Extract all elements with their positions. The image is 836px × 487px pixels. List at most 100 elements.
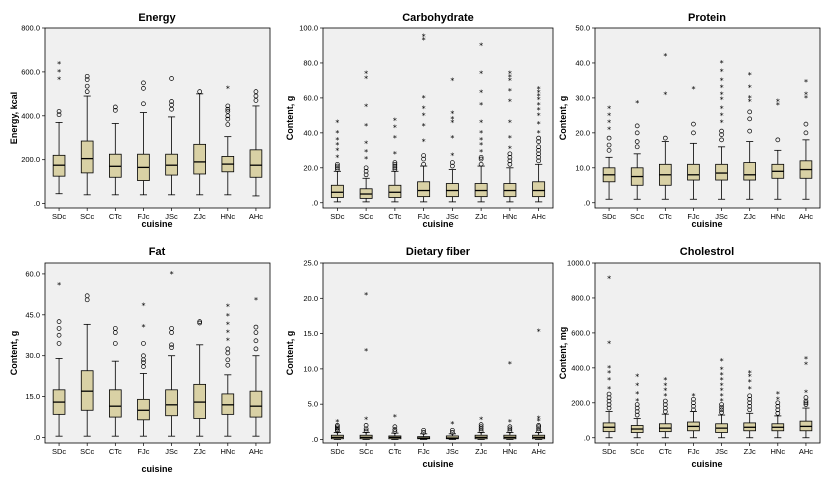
outlier-circle bbox=[450, 160, 455, 165]
outlier-circle bbox=[141, 353, 146, 359]
outlier-star: * bbox=[479, 41, 483, 50]
outlier-circle bbox=[392, 429, 398, 435]
iqr-box bbox=[249, 149, 263, 178]
outlier-circle bbox=[662, 398, 668, 404]
outlier-star: * bbox=[537, 106, 541, 115]
x-tick-label: FJc bbox=[137, 447, 149, 456]
outlier-star: * bbox=[479, 129, 483, 138]
outlier-star: * bbox=[776, 97, 780, 106]
plot-area bbox=[594, 262, 821, 444]
box-CTc: **** bbox=[388, 117, 402, 203]
y-tick-label: 60.0 bbox=[303, 93, 318, 102]
outlier-circle bbox=[450, 430, 455, 435]
x-axis-label: cuisine bbox=[691, 219, 722, 229]
outlier-star: * bbox=[508, 418, 512, 427]
box-CTc: ** bbox=[659, 52, 672, 200]
outlier-star: * bbox=[226, 337, 230, 346]
outlier-circle bbox=[662, 135, 668, 141]
outlier-star: * bbox=[450, 118, 454, 127]
outlier-circle bbox=[169, 326, 174, 331]
x-tick-label: FJc bbox=[687, 447, 699, 456]
box-JSc bbox=[165, 76, 178, 196]
outlier-circle bbox=[747, 393, 753, 399]
box-AHc: *** bbox=[532, 327, 546, 440]
outlier-circle bbox=[169, 76, 174, 81]
x-tick-label: ZJc bbox=[194, 447, 206, 456]
outlier-star: * bbox=[607, 104, 611, 113]
outlier-star: * bbox=[393, 124, 397, 133]
x-tick-label: AHc bbox=[799, 212, 813, 221]
box-SCc: **** bbox=[630, 373, 644, 439]
outlier-star: * bbox=[335, 146, 339, 155]
box-FJc: * bbox=[687, 85, 700, 200]
y-tick-label: 200.0 bbox=[21, 155, 40, 164]
outlier-circle bbox=[634, 123, 640, 129]
outlier-star: * bbox=[691, 392, 695, 401]
x-tick-label: SDc bbox=[602, 212, 616, 221]
outlier-circle bbox=[169, 106, 174, 112]
outlier-star: * bbox=[393, 413, 397, 422]
outlier-circle bbox=[662, 405, 668, 411]
y-tick-label: 15.0 bbox=[25, 392, 40, 401]
plot-area bbox=[44, 27, 271, 209]
outlier-star: * bbox=[720, 381, 724, 390]
outlier-star: * bbox=[364, 75, 368, 84]
outlier-circle bbox=[335, 161, 340, 167]
outlier-star: * bbox=[607, 111, 611, 120]
y-tick-label: 50.0 bbox=[575, 24, 590, 33]
box-SCc: * * * bbox=[359, 291, 373, 440]
y-tick-label: 200.0 bbox=[571, 398, 590, 407]
x-tick-label: HNc bbox=[771, 447, 786, 456]
outlier-circle bbox=[536, 135, 541, 141]
outlier-circle bbox=[691, 121, 696, 127]
outlier-star: * bbox=[748, 369, 752, 378]
outlier-star: * bbox=[607, 118, 611, 127]
x-tick-label: SCc bbox=[630, 212, 644, 221]
y-tick-label: 60.0 bbox=[25, 269, 40, 278]
outlier-circle bbox=[634, 409, 640, 414]
outlier-circle bbox=[606, 395, 612, 400]
outlier-star: * bbox=[720, 366, 724, 375]
outlier-star: * bbox=[364, 291, 368, 300]
y-tick-label: 10.0 bbox=[303, 364, 318, 373]
outlier-star: * bbox=[537, 129, 541, 138]
x-tick-label: CTc bbox=[109, 212, 122, 221]
outlier-star: * bbox=[450, 115, 454, 124]
outlier-star: * bbox=[663, 381, 667, 390]
box-HNc: ******** bbox=[503, 69, 517, 203]
outlier-star: * bbox=[364, 139, 368, 148]
outlier-star: * bbox=[720, 96, 724, 105]
y-tick-label: 30.0 bbox=[25, 351, 40, 360]
outlier-circle bbox=[507, 161, 513, 167]
outlier-circle bbox=[112, 341, 118, 346]
outlier-circle bbox=[253, 346, 259, 352]
outlier-circle bbox=[392, 424, 398, 430]
chart-title: Dietary fiber bbox=[406, 246, 471, 258]
chart-title: Protein bbox=[688, 12, 726, 24]
outlier-circle bbox=[253, 338, 259, 344]
outlier-star: * bbox=[607, 275, 611, 284]
outlier-star: * bbox=[537, 96, 541, 105]
outlier-circle bbox=[507, 424, 513, 430]
y-axis-label: Content, g bbox=[285, 331, 295, 376]
y-axis-label: Content, mg bbox=[558, 327, 568, 380]
outlier-circle bbox=[691, 400, 696, 406]
box-SDc: * bbox=[330, 418, 344, 440]
y-tick-label: 40.0 bbox=[303, 128, 318, 137]
outlier-star: * bbox=[663, 376, 667, 385]
x-tick-label: SDc bbox=[52, 447, 66, 456]
outlier-star: * bbox=[226, 320, 230, 329]
outlier-circle bbox=[478, 424, 484, 430]
iqr-box bbox=[388, 184, 402, 198]
outlier-circle bbox=[225, 109, 231, 114]
box-ZJc bbox=[193, 319, 206, 437]
chart-panel-1: Carbohydrate .0 20.0 40.0 60.0 80.0 100.0 Conte… bbox=[285, 12, 554, 229]
outlier-star: * bbox=[508, 87, 512, 96]
y-axis-label: Energy, kcal bbox=[9, 92, 19, 144]
box-SDc: ****** bbox=[602, 275, 616, 439]
outlier-circle bbox=[392, 161, 398, 167]
outlier-star: * bbox=[635, 381, 639, 390]
box-AHc: ********* bbox=[532, 85, 546, 203]
outlier-circle bbox=[478, 422, 484, 427]
